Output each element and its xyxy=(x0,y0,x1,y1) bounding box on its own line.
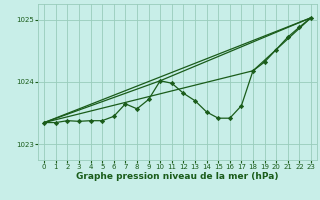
X-axis label: Graphe pression niveau de la mer (hPa): Graphe pression niveau de la mer (hPa) xyxy=(76,172,279,181)
